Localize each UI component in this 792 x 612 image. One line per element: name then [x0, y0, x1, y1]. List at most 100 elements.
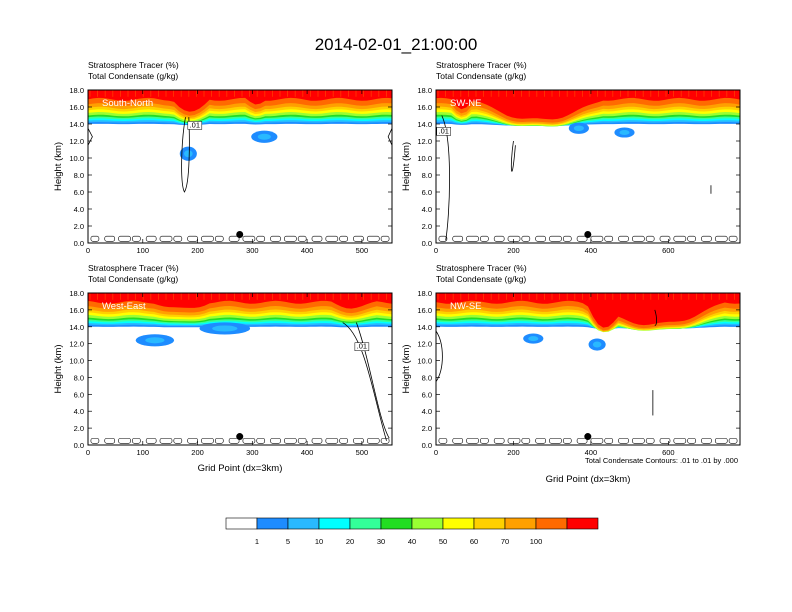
y-tick-label: 0.0: [74, 239, 84, 248]
condensate-contour: [342, 322, 387, 441]
tracer-blob-core: [573, 125, 584, 132]
low-condensate-contour: [159, 437, 173, 444]
y-tick-label: 10.0: [69, 357, 84, 366]
colorbar-swatch: [504, 517, 537, 530]
y-tick-label: 2.0: [74, 424, 84, 433]
y-tick-label: 16.0: [417, 103, 432, 112]
low-condensate-contour: [452, 437, 464, 444]
low-condensate-contour: [687, 437, 696, 444]
y-tick-label: 6.0: [74, 188, 84, 197]
colorbar-swatch: [225, 517, 258, 530]
panel-title-line: Total Condensate (g/kg): [436, 71, 526, 81]
y-axis-label: Height (km): [401, 142, 412, 191]
panel-title-line: Total Condensate (g/kg): [436, 274, 526, 284]
location-dot: [236, 433, 244, 441]
panel-sw-ne: .01 SW-NE Stratosphere Tracer (%)Total Con…: [401, 60, 741, 255]
low-condensate-contour: [173, 235, 183, 242]
x-tick-label: 0: [86, 448, 90, 457]
low-condensate-contour: [438, 437, 448, 444]
low-condensate-contour: [728, 235, 738, 242]
colorbar-swatch: [442, 517, 475, 530]
y-tick-label: 14.0: [69, 323, 84, 332]
low-condensate-contour: [590, 235, 604, 242]
y-tick-label: 2.0: [422, 424, 432, 433]
section-label: West-East: [102, 301, 146, 312]
y-tick-label: 12.0: [69, 137, 84, 146]
condensate-contour: [88, 128, 93, 146]
contour-label-box: [354, 342, 370, 351]
x-tick-label: 100: [137, 246, 150, 255]
location-dot: [584, 433, 592, 441]
low-condensate-contour: [576, 437, 588, 444]
panel-title-line: Total Condensate (g/kg): [88, 274, 178, 284]
low-condensate-contour: [214, 437, 224, 444]
y-tick-label: 4.0: [422, 407, 432, 416]
y-tick-label: 0.0: [74, 441, 84, 450]
low-condensate-contour: [201, 235, 214, 242]
low-condensate-contour: [549, 235, 562, 242]
low-condensate-contour: [325, 437, 339, 444]
low-condensate-contour: [270, 437, 281, 444]
low-condensate-contour: [493, 437, 505, 444]
x-tick-label: 400: [301, 448, 314, 457]
tracer-blob-core: [145, 337, 165, 344]
colorbar-label: 1: [255, 537, 259, 546]
y-tick-label: 8.0: [422, 171, 432, 180]
low-condensate-contour: [618, 437, 629, 444]
colorbar-label: 60: [470, 537, 478, 546]
condensate-contour: [356, 322, 390, 439]
low-condensate-contour: [549, 437, 562, 444]
panel-west-east: .01 West-East Stratosphere Tracer (%)Total…: [53, 263, 393, 474]
low-condensate-contour: [714, 437, 728, 444]
low-condensate-contour: [438, 235, 448, 242]
low-condensate-contour: [187, 235, 198, 242]
y-tick-label: 12.0: [417, 137, 432, 146]
low-condensate-contour: [201, 437, 214, 444]
low-condensate-contour: [90, 437, 100, 444]
x-tick-label: 0: [86, 246, 90, 255]
low-condensate-contour: [214, 235, 224, 242]
low-condensate-contour: [562, 437, 572, 444]
y-tick-label: 0.0: [422, 239, 432, 248]
y-tick-label: 14.0: [417, 323, 432, 332]
tracer-layer: [436, 293, 740, 328]
x-tick-label: 300: [246, 246, 259, 255]
low-condensate-contour: [366, 235, 380, 242]
panel-title-line: Stratosphere Tracer (%): [88, 60, 179, 70]
low-condensate-contour: [493, 235, 505, 242]
low-condensate-contour: [297, 235, 307, 242]
y-tick-label: 4.0: [422, 205, 432, 214]
y-tick-label: 12.0: [69, 340, 84, 349]
low-condensate-contour: [228, 235, 240, 242]
y-tick-label: 10.0: [69, 154, 84, 163]
plot-area: [88, 293, 392, 444]
tracer-blob-core: [619, 129, 630, 136]
section-label: SW-NE: [450, 98, 482, 109]
plot-frame: [435, 89, 741, 244]
y-tick-label: 18.0: [69, 86, 84, 95]
x-tick-label: 300: [246, 448, 259, 457]
contour-footnote: Total Condensate Contours: .01 to .01 by…: [585, 456, 738, 465]
plot-frame: [87, 292, 393, 446]
colorbar-swatch: [256, 517, 289, 530]
colorbar-label: 70: [501, 537, 509, 546]
plot-frame: [87, 89, 393, 244]
y-tick-label: 6.0: [422, 188, 432, 197]
low-condensate-contour: [535, 235, 546, 242]
contour-label: .01: [190, 120, 200, 129]
section-label: NW-SE: [450, 301, 482, 312]
low-condensate-contour: [366, 437, 380, 444]
colorbar-swatch: [318, 517, 351, 530]
contour-label: .01: [439, 126, 449, 135]
tracer-layer: [88, 293, 392, 309]
x-tick-label: 500: [356, 448, 369, 457]
low-condensate-contour: [256, 437, 266, 444]
low-condensate-contour: [507, 235, 521, 242]
low-condensate-contour: [480, 437, 489, 444]
low-condensate-contour: [270, 235, 281, 242]
x-axis-label: Grid Point (dx=3km): [546, 474, 631, 485]
panel-title-line: Stratosphere Tracer (%): [436, 263, 527, 273]
condensate-contour: [387, 128, 392, 146]
